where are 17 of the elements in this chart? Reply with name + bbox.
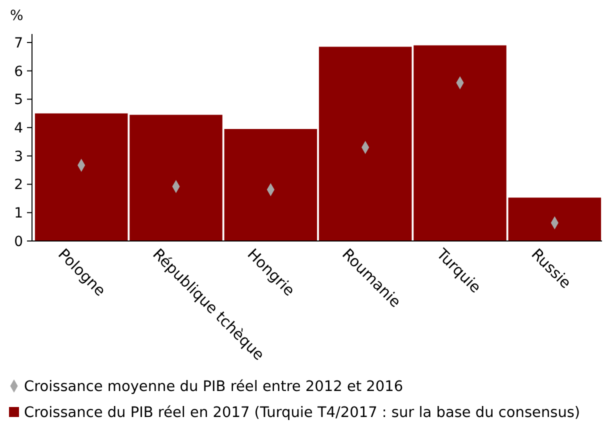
bar — [508, 198, 602, 241]
y-tick-label: 3 — [14, 148, 23, 165]
bar — [34, 113, 128, 241]
y-tick-label: 4 — [14, 120, 24, 136]
bar — [318, 46, 412, 241]
y-tick-label: 5 — [14, 92, 23, 108]
y-tick-label: 0 — [14, 234, 23, 250]
legend-label: Croissance moyenne du PIB réel entre 2012 et 2016 — [24, 379, 404, 396]
legend-label: Croissance du PIB réel en 2017 (Turquie T4/2017 : sur la base du consensus) — [24, 405, 580, 422]
y-axis-title: % — [10, 8, 24, 24]
bar — [130, 114, 222, 241]
bar — [414, 45, 506, 241]
y-tick-label: 7 — [14, 35, 23, 52]
y-tick-label: 6 — [14, 64, 24, 80]
bar — [224, 128, 318, 241]
y-tick-label: 2 — [14, 177, 23, 194]
y-tick-label: 1 — [14, 206, 23, 222]
